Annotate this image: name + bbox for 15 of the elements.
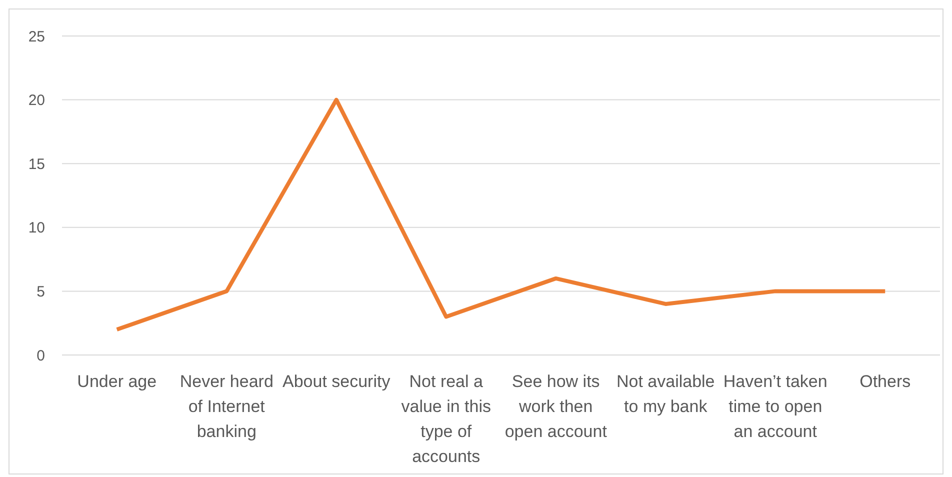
x-tick-label: See how its work then open account: [504, 372, 608, 441]
y-tick-label: 20: [28, 92, 45, 110]
x-tick-label: Under age: [77, 372, 157, 391]
y-tick-label: 0: [36, 347, 45, 364]
x-tick-label: Others: [860, 372, 911, 391]
y-tick-label: 15: [28, 156, 45, 173]
x-tick-label: Haven’t taken time to open an account: [723, 372, 828, 441]
x-tick-label: Not real a value in this type of accounts: [401, 372, 492, 466]
line-series: [114, 98, 888, 332]
y-tick-label: 5: [36, 283, 45, 300]
x-tick-label: Not available to my bank: [616, 372, 715, 416]
y-tick-label: 10: [28, 220, 45, 237]
x-tick-label: About security: [282, 372, 391, 391]
x-tick-label: Never heard of Internet banking: [180, 372, 274, 441]
y-tick-label: 25: [28, 28, 45, 46]
